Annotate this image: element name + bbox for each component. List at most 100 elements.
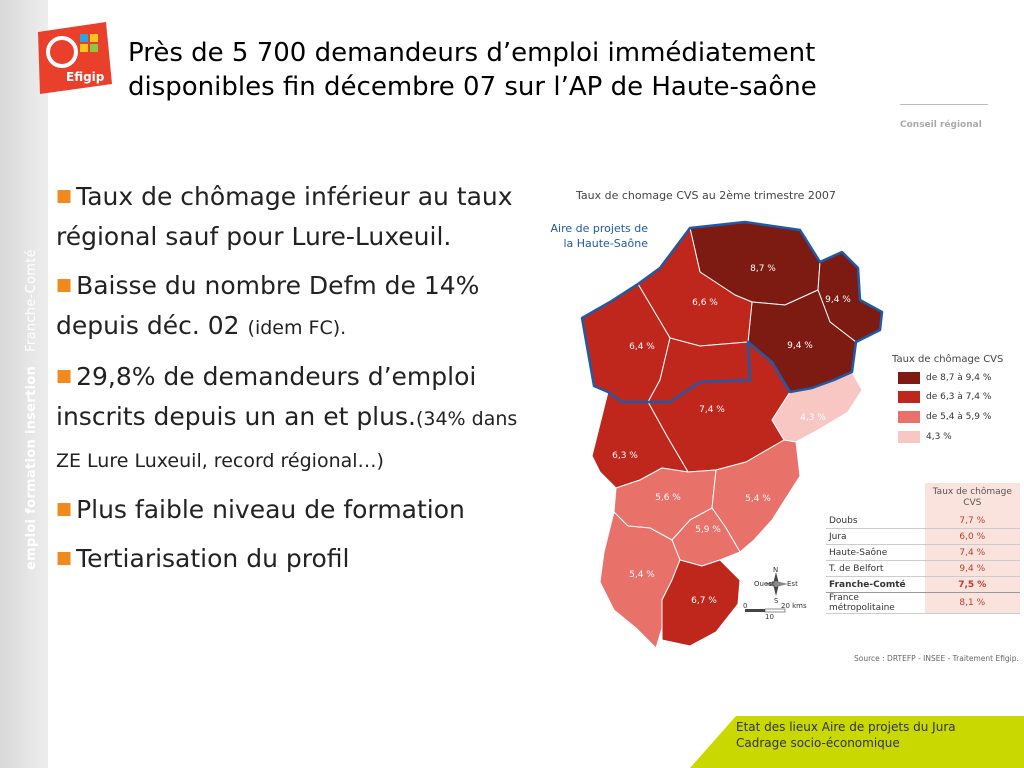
legend-swatch [898,390,920,403]
legend-label: 4,3 % [926,431,952,442]
efigip-logo [38,22,112,94]
table-row: Haute-Saône 7,4 % [826,544,1020,561]
zone-ne-top [689,221,821,306]
table-cell-value: 7,7 % [924,513,1020,529]
bullet-text: Tertiarisation du profil [76,544,350,573]
left-sidebar-band: emploi formation insertion Franche-Comté [0,0,48,768]
aire-label-line-1: Aire de projets de [550,222,648,235]
bullet-text: Plus faible niveau de formation [76,495,465,524]
legend-title: Taux de chômage CVS [892,354,1004,365]
bullet-item: ■ Taux de chômage inférieur au taux régio… [56,176,542,257]
legend-swatch [898,430,920,443]
map-title: Taux de chomage CVS au 2ème trimestre 20… [576,189,836,202]
table-cell-value: 7,4 % [924,544,1020,561]
table-header-row: Taux de chômage CVS [826,483,1020,513]
bullet-note: (idem FC). [247,317,347,339]
zone-label: 7,4 % [699,405,725,415]
zone-south-dark [661,559,741,647]
zone-label: 8,7 % [750,264,776,274]
table-cell-name: Jura [826,528,925,545]
legend-swatch [898,371,920,384]
conseil-regional-label: Conseil régional [900,120,982,130]
legend-item: de 6,3 à 7,4 % [898,390,991,403]
legend-label: de 6,3 à 7,4 % [926,391,992,402]
legend-item: de 8,7 à 9,4 % [898,371,991,384]
bullet-list: ■ Taux de chômage inférieur au taux régio… [56,176,542,587]
bullet-item: ■ Plus faible niveau de formation [56,489,542,530]
compass-label-w: Ouest [754,580,775,588]
table-cell-value: 9,4 % [924,560,1020,577]
table-cell-value: 7,5 % [924,576,1020,593]
compass-label-e: Est [787,580,798,588]
zone-center [647,337,791,473]
bullet-square-icon: ■ [56,499,73,519]
bullet-square-icon: ■ [56,275,73,295]
table-cell-name: Franche-Comté [826,576,925,593]
scale-label-twenty: 20 kms [781,602,807,610]
title-line-1: Près de 5 700 demandeurs d’emploi immédi… [128,38,816,68]
table-row: Jura 6,0 % [826,528,1020,545]
zone-labels: 8,7 % 9,4 % 9,4 % 6,6 % 6,4 % 7,4 % 6,3 … [612,264,851,606]
title-line-2: disponibles fin décembre 07 sur l’AP de … [128,72,817,102]
logo-text: Efigip [66,70,105,84]
footer-banner [690,716,1024,768]
footer-line-2: Cadrage socio-économique [736,736,900,750]
compass-label-s: S [774,597,779,605]
zone-ne-right [817,251,883,343]
slide-title: Près de 5 700 demandeurs d’emploi immédi… [128,36,968,104]
zone-label: 4,3 % [800,413,826,423]
zone-sc-left [613,467,717,541]
table-cell-value: 6,0 % [924,528,1020,545]
source-note: Source : DRTEFP - INSEE - Traitement Efi… [854,654,1019,663]
zone-ne-middle [747,289,857,393]
table-row: Franche-Comté 7,5 % [826,576,1020,593]
aire-label: Aire de projets de la Haute-Saône [540,221,648,251]
zone-south [599,511,681,649]
table-cell-name: Doubs [826,513,925,529]
zone-label: 6,4 % [629,342,655,352]
footer-line-1: Etat des lieux Aire de projets du Jura [736,720,956,734]
legend-label: de 8,7 à 9,4 % [926,372,992,383]
table-row: France métropolitaine 8,1 % [826,592,1020,614]
table-row: Doubs 7,7 % [826,513,1020,529]
table-corner [826,483,925,513]
zone-west [581,283,671,403]
bullet-text: Taux de chômage inférieur au taux région… [56,182,513,251]
scale-label-ten: 10 [765,613,774,621]
legend-swatch [898,410,920,423]
bullet-item: ■ 29,8% de demandeurs d’emploi inscrits d… [56,356,542,481]
table-cell-name: Haute-Saône [826,544,925,561]
bullet-note: (34% dans ZE Lure Luxeuil, record région… [56,408,518,472]
bullet-square-icon: ■ [56,548,73,568]
scale-label-zero: 0 [743,602,748,610]
scale-bar [745,608,786,613]
bullet-text: Baisse du nombre Defm de 14% depuis déc.… [56,271,480,340]
table-cell-name: France métropolitaine [826,592,925,614]
sidebar-text-main: emploi formation insertion [24,365,39,570]
table-cell-name: T. de Belfort [826,560,925,577]
aire-label-line-2: la Haute-Saône [563,237,648,250]
zone-north-center [637,227,753,347]
legend-item: 4,3 % [898,430,952,443]
zone-label: 6,3 % [612,451,638,461]
zone-label: 5,9 % [695,525,721,535]
table-header: Taux de chômage CVS [924,483,1020,513]
sidebar-vertical-text: emploi formation insertion Franche-Comté [24,249,39,570]
header-divider [900,104,988,105]
bullet-square-icon: ■ [56,366,73,386]
zone-label: 5,4 % [629,570,655,580]
sidebar-text-region: Franche-Comté [24,249,39,352]
zone-label: 9,4 % [787,341,813,351]
legend-label: de 5,4 à 5,9 % [926,411,992,422]
legend-item: de 5,4 à 5,9 % [898,410,991,423]
zone-sc-center [671,507,741,567]
rates-table: Taux de chômage CVS Doubs 7,7 % Jura 6,0 %… [826,483,1020,614]
compass-label-n: N [773,566,779,574]
zone-east-light [771,371,863,443]
zone-label: 5,4 % [745,494,771,504]
bullet-square-icon: ■ [56,186,73,206]
table-cell-value: 8,1 % [924,592,1020,614]
bullet-item: ■ Tertiarisation du profil [56,538,542,579]
table-row: T. de Belfort 9,4 % [826,560,1020,577]
bullet-text: 29,8% de demandeurs d’emploi inscrits de… [56,362,477,431]
